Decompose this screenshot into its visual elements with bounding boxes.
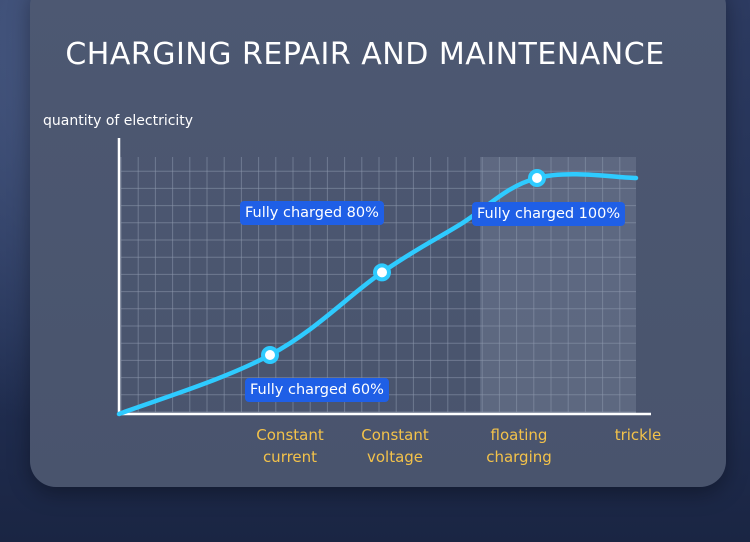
data-point-marker-center xyxy=(377,267,387,278)
category-trickle: trickle xyxy=(614,426,662,444)
category-constant-voltage: Constant voltage xyxy=(361,426,429,466)
data-point-marker-center xyxy=(532,173,542,183)
data-point-marker-center xyxy=(265,350,275,360)
curve-markers xyxy=(261,169,546,364)
charge-curve xyxy=(116,171,639,417)
grid-lines xyxy=(120,157,636,413)
annotation-60: Fully charged 60% xyxy=(245,378,389,402)
y-axis-label: quantity of electricity xyxy=(43,113,194,129)
annotation-80: Fully charged 80% xyxy=(240,201,384,225)
highlight-band xyxy=(480,157,636,414)
chart-title: CHARGING REPAIR AND MAINTENANCE xyxy=(65,37,665,72)
category-constant-current: Constant current xyxy=(256,426,324,466)
annotation-100: Fully charged 100% xyxy=(472,202,626,226)
category-floating-charging: floating charging xyxy=(486,426,552,466)
